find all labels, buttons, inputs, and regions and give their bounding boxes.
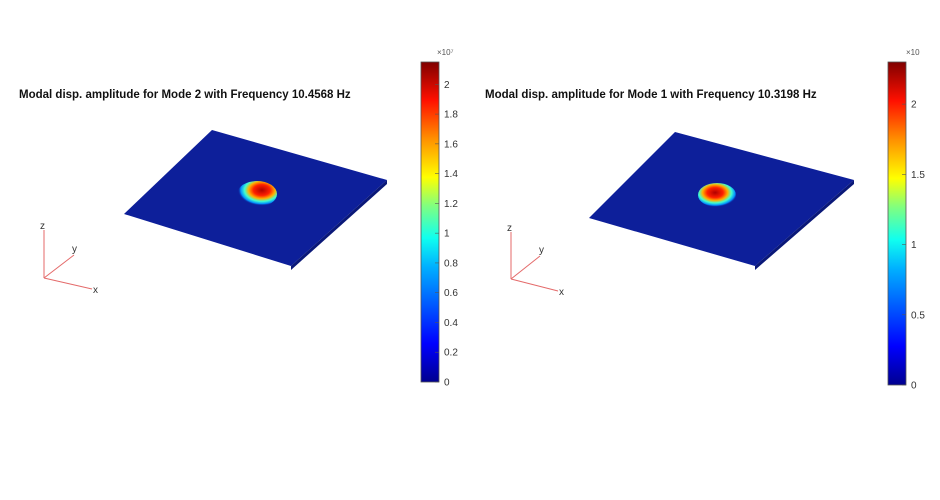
colorbar-tick-label: 2 xyxy=(444,80,450,91)
colorbar-tick-label: 0.8 xyxy=(444,258,458,269)
colorbar xyxy=(887,61,907,386)
displacement-hotspot xyxy=(698,183,736,207)
plot-panel-mode-1: Modal disp. amplitude for Mode 1 with Fr… xyxy=(470,0,940,500)
colorbar-ticks: 0 0.5 1 1.5 2 xyxy=(902,100,925,392)
colorbar-tick-label: 1.6 xyxy=(444,139,458,150)
colorbar xyxy=(420,61,440,383)
displacement-hotspot xyxy=(237,181,277,207)
plot-title: Modal disp. amplitude for Mode 2 with Fr… xyxy=(19,89,351,101)
colorbar-tick-label: 1 xyxy=(911,240,917,251)
z-axis-label: z xyxy=(507,223,512,234)
axis-triad xyxy=(510,232,559,292)
colorbar-multiplier: ×10 xyxy=(906,48,920,57)
colorbar-ticks: 0 0.2 0.4 0.6 0.8 1 1.2 1.4 1.6 1.8 2 xyxy=(435,80,458,389)
colorbar-tick-label: 0 xyxy=(444,378,450,389)
plot-panel-mode-2: Modal disp. amplitude for Mode 2 with Fr… xyxy=(19,48,458,389)
z-axis-label: z xyxy=(40,221,45,232)
plot-canvas: z y x ×10⁷ 0 0.2 0.4 0.6 0.8 1 1.2 1.4 1.6 1.8 2 xyxy=(40,48,458,389)
colorbar-tick-label: 0.2 xyxy=(444,348,458,359)
y-axis-label: y xyxy=(539,245,544,256)
y-axis-label: y xyxy=(72,244,77,255)
axis-triad xyxy=(43,230,93,290)
plot-title: Modal disp. amplitude for Mode 1 with Fr… xyxy=(485,89,817,101)
colorbar-tick-label: 1.8 xyxy=(444,110,458,121)
colorbar-tick-label: 1 xyxy=(444,229,450,240)
plate-edge xyxy=(291,180,387,270)
colorbar-tick-label: 1.2 xyxy=(444,199,458,210)
colorbar-tick-label: 0.6 xyxy=(444,288,458,299)
colorbar-tick-label: 2 xyxy=(911,100,917,111)
plot-canvas: z y x ×10 0 0.5 1 1.5 2 xyxy=(507,48,925,392)
colorbar-tick-label: 0.4 xyxy=(444,318,458,329)
x-axis-label: x xyxy=(559,287,564,298)
colorbar-tick-label: 0 xyxy=(911,381,917,392)
colorbar-tick-label: 1.4 xyxy=(444,169,458,180)
colorbar-tick-label: 0.5 xyxy=(911,310,925,321)
colorbar-tick-label: 1.5 xyxy=(911,170,925,181)
colorbar-multiplier: ×10⁷ xyxy=(437,48,454,57)
plate-edge xyxy=(755,180,854,270)
x-axis-label: x xyxy=(93,285,98,296)
